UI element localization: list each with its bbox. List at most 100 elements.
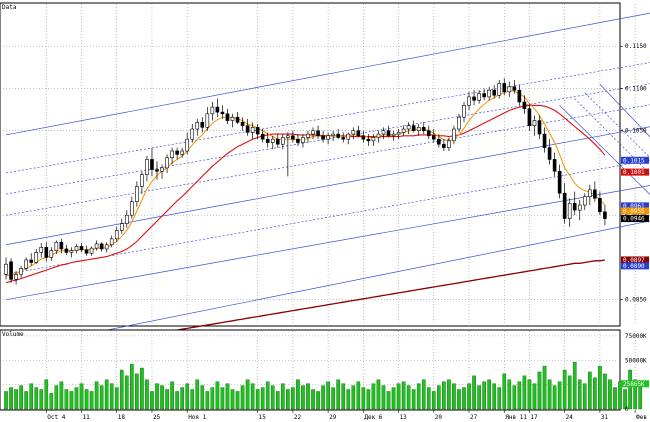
volume-bar <box>628 369 632 410</box>
candle-body <box>250 127 255 133</box>
candle-body <box>145 159 149 175</box>
candle-body <box>94 243 99 249</box>
candle-body <box>502 83 507 93</box>
candle-body <box>477 93 481 101</box>
candle-body <box>180 150 184 155</box>
candle-body <box>341 137 346 140</box>
volume-bar <box>49 393 54 410</box>
volume-bar <box>291 387 295 410</box>
candle-body <box>497 83 502 96</box>
volume-bar <box>235 391 240 410</box>
volume-panel-title: Volume <box>2 331 24 338</box>
price-tag-label: 0.1001 <box>623 169 645 176</box>
volume-bar <box>326 381 330 410</box>
volume-bar <box>165 389 169 410</box>
volume-bar <box>114 387 119 410</box>
volume-bar <box>341 383 346 410</box>
volume-bar <box>633 379 637 410</box>
price-tag <box>621 168 649 176</box>
volume-bar <box>180 387 185 410</box>
candle-body <box>275 138 280 145</box>
volume-bar <box>517 381 522 410</box>
candle-body <box>582 196 587 206</box>
price-tag <box>621 207 649 215</box>
time-tick-label: Дек 6 <box>364 414 382 421</box>
volume-bar <box>552 385 557 410</box>
volume-bar <box>391 387 396 410</box>
candle-body <box>386 130 391 137</box>
candle-body <box>4 263 8 275</box>
volume-bar <box>99 385 104 410</box>
candle-body <box>542 133 547 148</box>
candle-body <box>34 252 39 263</box>
candle-body <box>114 230 119 240</box>
time-tick-label: 15 <box>259 414 267 421</box>
candle-body <box>165 157 169 169</box>
channel-line <box>599 84 650 138</box>
candle-body <box>170 150 174 159</box>
candle-body <box>572 203 577 211</box>
volume-bar <box>351 385 356 410</box>
candle-body <box>346 133 351 140</box>
candle-body <box>552 159 557 172</box>
candle-body <box>411 125 416 132</box>
volume-bar <box>39 389 44 410</box>
volume-bar <box>587 371 592 410</box>
volume-current-label: 25865K <box>623 381 645 388</box>
time-tick-label: 13 <box>400 414 408 421</box>
candle-body <box>562 192 567 219</box>
volume-bar <box>401 381 406 410</box>
volume-bar <box>250 383 255 410</box>
time-tick-label: 31 <box>601 414 609 421</box>
volume-bar <box>135 373 139 410</box>
time-tick-label: 27 <box>470 414 478 421</box>
volume-bar <box>64 389 69 410</box>
volume-bar <box>477 385 481 410</box>
candle-body <box>155 169 159 172</box>
candle-body <box>537 120 542 135</box>
candle-body <box>507 86 512 93</box>
volume-bar <box>316 391 320 410</box>
candle-body <box>39 246 44 253</box>
candle-body <box>24 259 28 269</box>
volume-bar <box>29 383 34 410</box>
candle-body <box>401 128 406 133</box>
candle-body <box>381 130 386 135</box>
candle-body <box>130 201 134 216</box>
volume-bar <box>376 379 381 410</box>
candle-body <box>431 135 436 140</box>
volume-bar <box>371 383 376 410</box>
candle-body <box>437 138 441 145</box>
price-tag <box>621 156 649 164</box>
time-tick-label: Oct 4 <box>47 414 65 421</box>
time-tick-label: Ноя 1 <box>188 414 206 421</box>
volume-bar <box>104 379 109 410</box>
volume-bar <box>79 383 84 410</box>
candle-body <box>69 250 74 253</box>
candle-body <box>603 211 607 219</box>
volume-current-tag <box>621 380 649 388</box>
price-tick-label: 0.0850 <box>625 297 647 304</box>
volume-bar <box>275 391 280 410</box>
price-tick-label: 0.1100 <box>625 85 647 92</box>
volume-bar <box>411 389 416 410</box>
volume-tick-label: 0 <box>625 406 629 413</box>
candle-body <box>220 111 225 115</box>
candle-body <box>54 241 59 251</box>
volume-bar <box>54 385 59 410</box>
candle-body <box>190 128 195 140</box>
volume-bar <box>200 385 205 410</box>
candle-body <box>160 167 164 172</box>
volume-bar <box>567 375 572 410</box>
volume-bar <box>140 367 144 410</box>
candle-body <box>150 159 154 170</box>
candle-body <box>64 248 69 253</box>
candle-body <box>527 108 532 126</box>
candle-body <box>215 106 220 113</box>
volume-bar <box>286 389 290 410</box>
volume-bar <box>225 383 230 410</box>
volume-bar <box>562 369 567 410</box>
volume-bar <box>245 379 250 410</box>
candle-body <box>301 137 305 143</box>
candle-body <box>104 244 109 250</box>
